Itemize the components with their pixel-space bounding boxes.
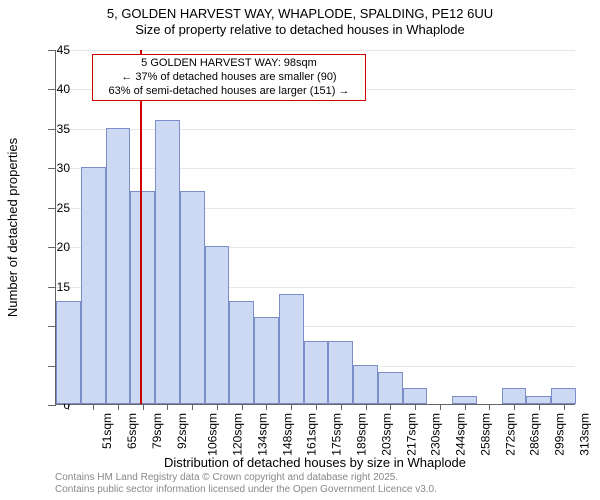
bar xyxy=(353,365,378,404)
plot-area: 5 GOLDEN HARVEST WAY: 98sqm ← 37% of det… xyxy=(55,50,575,405)
x-tick-label: 161sqm xyxy=(305,413,319,456)
x-tick-label: 189sqm xyxy=(355,413,369,456)
footer-line2: Contains public sector information licen… xyxy=(55,484,437,496)
reference-line xyxy=(140,50,142,404)
bar xyxy=(155,120,180,404)
annotation-line2: ← 37% of detached houses are smaller (90… xyxy=(99,71,359,85)
bar xyxy=(403,388,428,404)
x-tick-label: 79sqm xyxy=(150,413,164,449)
x-tick-label: 92sqm xyxy=(175,413,189,449)
x-tick xyxy=(192,404,193,410)
bar xyxy=(502,388,527,404)
x-tick xyxy=(291,404,292,410)
x-tick-label: 217sqm xyxy=(404,413,418,456)
x-tick-label: 203sqm xyxy=(379,413,393,456)
x-tick-label: 175sqm xyxy=(330,413,344,456)
bar xyxy=(551,388,576,404)
x-tick xyxy=(440,404,441,410)
x-tick xyxy=(93,404,94,410)
bar xyxy=(229,301,254,404)
x-tick xyxy=(514,404,515,410)
x-tick xyxy=(316,404,317,410)
x-tick xyxy=(390,404,391,410)
bar xyxy=(328,341,353,404)
histogram-chart: 5, GOLDEN HARVEST WAY, WHAPLODE, SPALDIN… xyxy=(0,0,600,500)
x-tick xyxy=(266,404,267,410)
x-tick xyxy=(539,404,540,410)
x-tick xyxy=(341,404,342,410)
bar xyxy=(304,341,329,404)
x-tick-label: 258sqm xyxy=(479,413,493,456)
chart-title: 5, GOLDEN HARVEST WAY, WHAPLODE, SPALDIN… xyxy=(0,6,600,39)
annotation-line3: 63% of semi-detached houses are larger (… xyxy=(99,85,359,99)
bar xyxy=(452,396,477,404)
bar xyxy=(81,167,106,404)
x-tick-label: 148sqm xyxy=(280,413,294,456)
bar xyxy=(180,191,205,404)
x-tick-label: 65sqm xyxy=(125,413,139,449)
x-tick xyxy=(217,404,218,410)
x-tick xyxy=(366,404,367,410)
x-tick-label: 230sqm xyxy=(429,413,443,456)
bar xyxy=(106,128,131,404)
x-tick-label: 272sqm xyxy=(503,413,517,456)
bar xyxy=(378,372,403,404)
bar xyxy=(254,317,279,404)
x-tick-label: 120sqm xyxy=(231,413,245,456)
x-tick xyxy=(242,404,243,410)
x-tick-label: 313sqm xyxy=(578,413,592,456)
x-tick-label: 51sqm xyxy=(100,413,114,449)
x-tick xyxy=(415,404,416,410)
x-axis-label: Distribution of detached houses by size … xyxy=(55,455,575,470)
bars-container xyxy=(56,50,575,404)
x-tick-label: 299sqm xyxy=(553,413,567,456)
bar xyxy=(526,396,551,404)
x-tick xyxy=(564,404,565,410)
bar xyxy=(130,191,155,404)
x-tick-label: 134sqm xyxy=(256,413,270,456)
x-tick-label: 244sqm xyxy=(454,413,468,456)
annotation-box: 5 GOLDEN HARVEST WAY: 98sqm ← 37% of det… xyxy=(92,54,366,101)
title-line1: 5, GOLDEN HARVEST WAY, WHAPLODE, SPALDIN… xyxy=(0,6,600,22)
chart-footer: Contains HM Land Registry data © Crown c… xyxy=(55,472,437,496)
x-tick xyxy=(167,404,168,410)
x-tick-label: 106sqm xyxy=(206,413,220,456)
y-axis-label: Number of detached properties xyxy=(6,50,20,405)
x-tick xyxy=(143,404,144,410)
bar xyxy=(279,294,304,404)
footer-line1: Contains HM Land Registry data © Crown c… xyxy=(55,472,437,484)
bar xyxy=(56,301,81,404)
x-tick-label: 286sqm xyxy=(528,413,542,456)
annotation-line1: 5 GOLDEN HARVEST WAY: 98sqm xyxy=(99,57,359,71)
x-tick xyxy=(489,404,490,410)
bar xyxy=(205,246,230,404)
x-tick xyxy=(118,404,119,410)
x-tick xyxy=(465,404,466,410)
title-line2: Size of property relative to detached ho… xyxy=(0,22,600,38)
